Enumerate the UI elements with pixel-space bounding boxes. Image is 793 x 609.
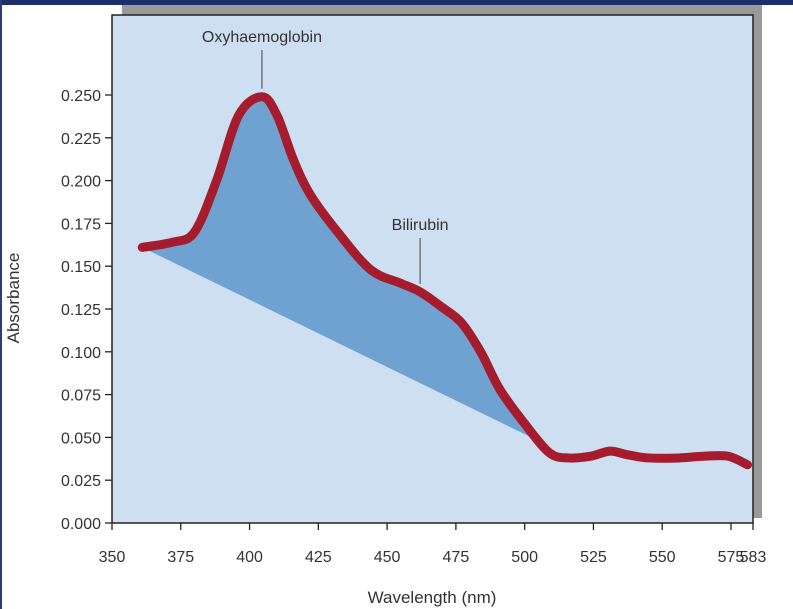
window-left-edge [0,0,2,609]
y-axis-label: Absorbance [4,253,23,344]
y-tick-label: 0.200 [61,174,101,191]
y-tick-label: 0.075 [61,388,101,405]
x-tick-label: 500 [511,549,538,566]
y-tick-label: 0.050 [61,430,101,447]
x-tick-label: 375 [167,549,194,566]
x-axis-label: Wavelength (nm) [368,588,497,607]
y-tick-label: 0.250 [61,88,101,105]
absorbance-curve [137,92,752,470]
x-tick-label: 425 [305,549,332,566]
x-tick-label: 475 [443,549,470,566]
y-tick-label: 0.100 [61,345,101,362]
y-tick-label: 0.175 [61,216,101,233]
x-tick-label: 450 [374,549,401,566]
x-tick-label: 575 [718,549,745,566]
x-tick-label: 400 [236,549,263,566]
shaded-area [142,96,539,441]
y-tick-label: 0.000 [61,516,101,533]
y-tick-label: 0.125 [61,302,101,319]
x-tick-label: 550 [649,549,676,566]
x-tick-label: 350 [99,549,126,566]
y-tick-label: 0.150 [61,259,101,276]
y-tick-label: 0.025 [61,473,101,490]
annotation-label: Bilirubin [392,217,449,234]
annotation-label: Oxyhaemoglobin [202,29,322,46]
y-tick-label: 0.225 [61,131,101,148]
x-tick-label: 583 [740,549,767,566]
x-tick-label: 525 [580,549,607,566]
window-top-bar [0,0,793,5]
